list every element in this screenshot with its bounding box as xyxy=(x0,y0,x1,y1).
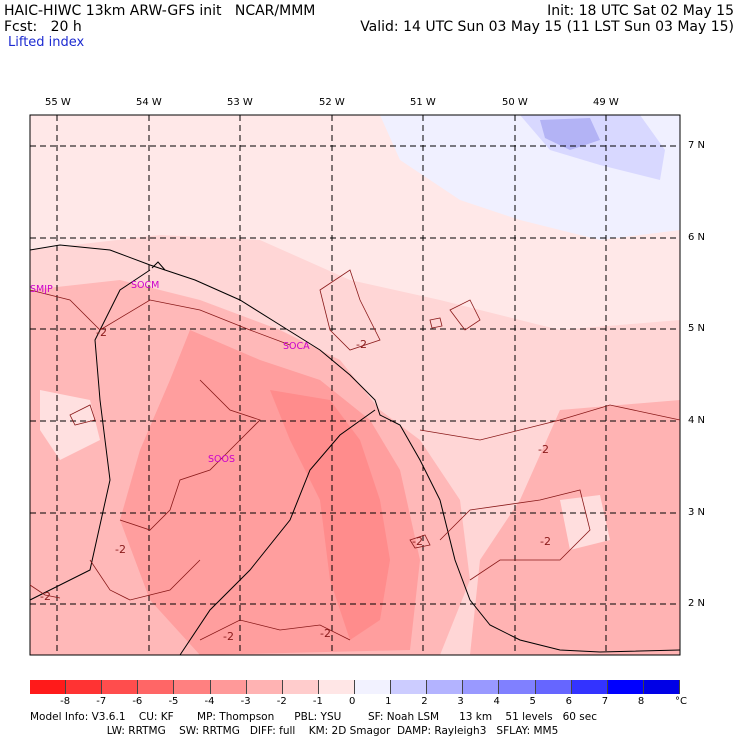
contour-lines xyxy=(29,269,681,641)
station-label: SOOS xyxy=(208,454,235,465)
lat-label: 2 N xyxy=(688,598,706,609)
colorbar-swatch xyxy=(30,680,67,694)
grid-lines xyxy=(30,115,680,655)
lon-label: 52 W xyxy=(319,97,345,108)
colorbar-swatch xyxy=(354,680,392,694)
colorbar-tick-label: 6 xyxy=(565,696,573,707)
contour-label: -2 xyxy=(540,535,551,548)
contour-label: -2 xyxy=(96,326,107,339)
lon-label: 53 W xyxy=(227,97,253,108)
lon-label: 51 W xyxy=(410,97,436,108)
colorbar-tick-label: 7 xyxy=(601,696,609,707)
colorbar-swatch xyxy=(391,680,428,694)
colorbar-swatch xyxy=(138,680,175,694)
colorbar-unit: °C xyxy=(675,696,687,707)
colorbar-swatch xyxy=(318,680,355,694)
colorbar-tick-label: -4 xyxy=(204,696,215,707)
station-label-group: SMJP SOCM SOCA SOOS xyxy=(30,280,310,465)
station-label: SOCM xyxy=(131,280,159,291)
colorbar-swatch xyxy=(174,680,211,694)
colorbar-swatch xyxy=(643,680,680,694)
colorbar-tick-label: 5 xyxy=(529,696,536,707)
colorbar-tick-label: 4 xyxy=(493,696,500,707)
colorbar-tick-label: -1 xyxy=(312,696,323,707)
colorbar-tick-label: 3 xyxy=(457,696,464,707)
lon-label: 55 W xyxy=(45,97,71,108)
contour-label-group: -2 -2 -2 -2 -2 -2 -2 -2 -2 xyxy=(40,326,551,643)
title-left: HAIC-HIWC 13km ARW-GFS init NCAR/MMM xyxy=(4,3,316,19)
lon-label: 49 W xyxy=(593,97,619,108)
colorbar-tick-label: -7 xyxy=(96,696,107,707)
lat-label: 5 N xyxy=(688,323,706,334)
colorbar-swatch xyxy=(535,680,572,694)
lat-label: 6 N xyxy=(688,232,706,243)
model-info-line1: Model Info: V3.6.1 CU: KF MP: Thompson P… xyxy=(30,711,597,723)
colorbar-tick-label: 1 xyxy=(385,696,392,707)
contour-label: -2 xyxy=(320,627,331,640)
init-time: Init: 18 UTC Sat 02 May 15 xyxy=(547,3,734,19)
lat-label: 7 N xyxy=(688,140,706,151)
contour-label: -2 xyxy=(412,535,423,548)
lat-label: 3 N xyxy=(688,507,706,518)
colorbar-tick-label: 8 xyxy=(637,696,645,707)
forecast-hour: Fcst: 20 h xyxy=(4,19,82,35)
colorbar-swatch xyxy=(499,680,536,694)
shading-layer xyxy=(30,115,680,655)
contour-label: -2 xyxy=(40,590,51,603)
station-label: SMJP xyxy=(30,284,53,295)
colorbar-tick-label: -8 xyxy=(60,696,71,707)
station-label: SOCA xyxy=(283,341,310,352)
contour-label: -2 xyxy=(356,338,367,351)
colorbar-swatch xyxy=(463,680,500,694)
colorbar-tick-label: 2 xyxy=(421,696,428,707)
model-info-line2: LW: RRTMG SW: RRTMG DIFF: full KM: 2D Sm… xyxy=(30,725,559,737)
contour-label: -2 xyxy=(223,630,234,643)
coastlines xyxy=(29,244,681,656)
colorbar-tick-label: -5 xyxy=(168,696,179,707)
colorbar-swatch xyxy=(66,680,103,694)
lat-label: 4 N xyxy=(688,415,706,426)
field-name: Lifted index xyxy=(8,35,85,50)
map-frame xyxy=(29,114,681,656)
lon-label: 50 W xyxy=(502,97,528,108)
colorbar xyxy=(30,680,680,694)
contour-label: -2 xyxy=(538,443,549,456)
colorbar-swatch xyxy=(210,680,247,694)
lon-label: 54 W xyxy=(136,97,162,108)
contour-label: -2 xyxy=(115,543,126,556)
colorbar-tick-label: -2 xyxy=(276,696,287,707)
colorbar-swatch xyxy=(102,680,139,694)
colorbar-swatch xyxy=(607,680,644,694)
colorbar-tick-label: 0 xyxy=(349,696,356,707)
colorbar-swatch xyxy=(282,680,319,694)
colorbar-swatch xyxy=(246,680,283,694)
valid-time: Valid: 14 UTC Sun 03 May 15 (11 LST Sun … xyxy=(360,19,734,35)
colorbar-swatch xyxy=(427,680,464,694)
colorbar-tick-label: -6 xyxy=(132,696,143,707)
colorbar-swatch xyxy=(571,680,608,694)
colorbar-tick-label: -3 xyxy=(240,696,251,707)
